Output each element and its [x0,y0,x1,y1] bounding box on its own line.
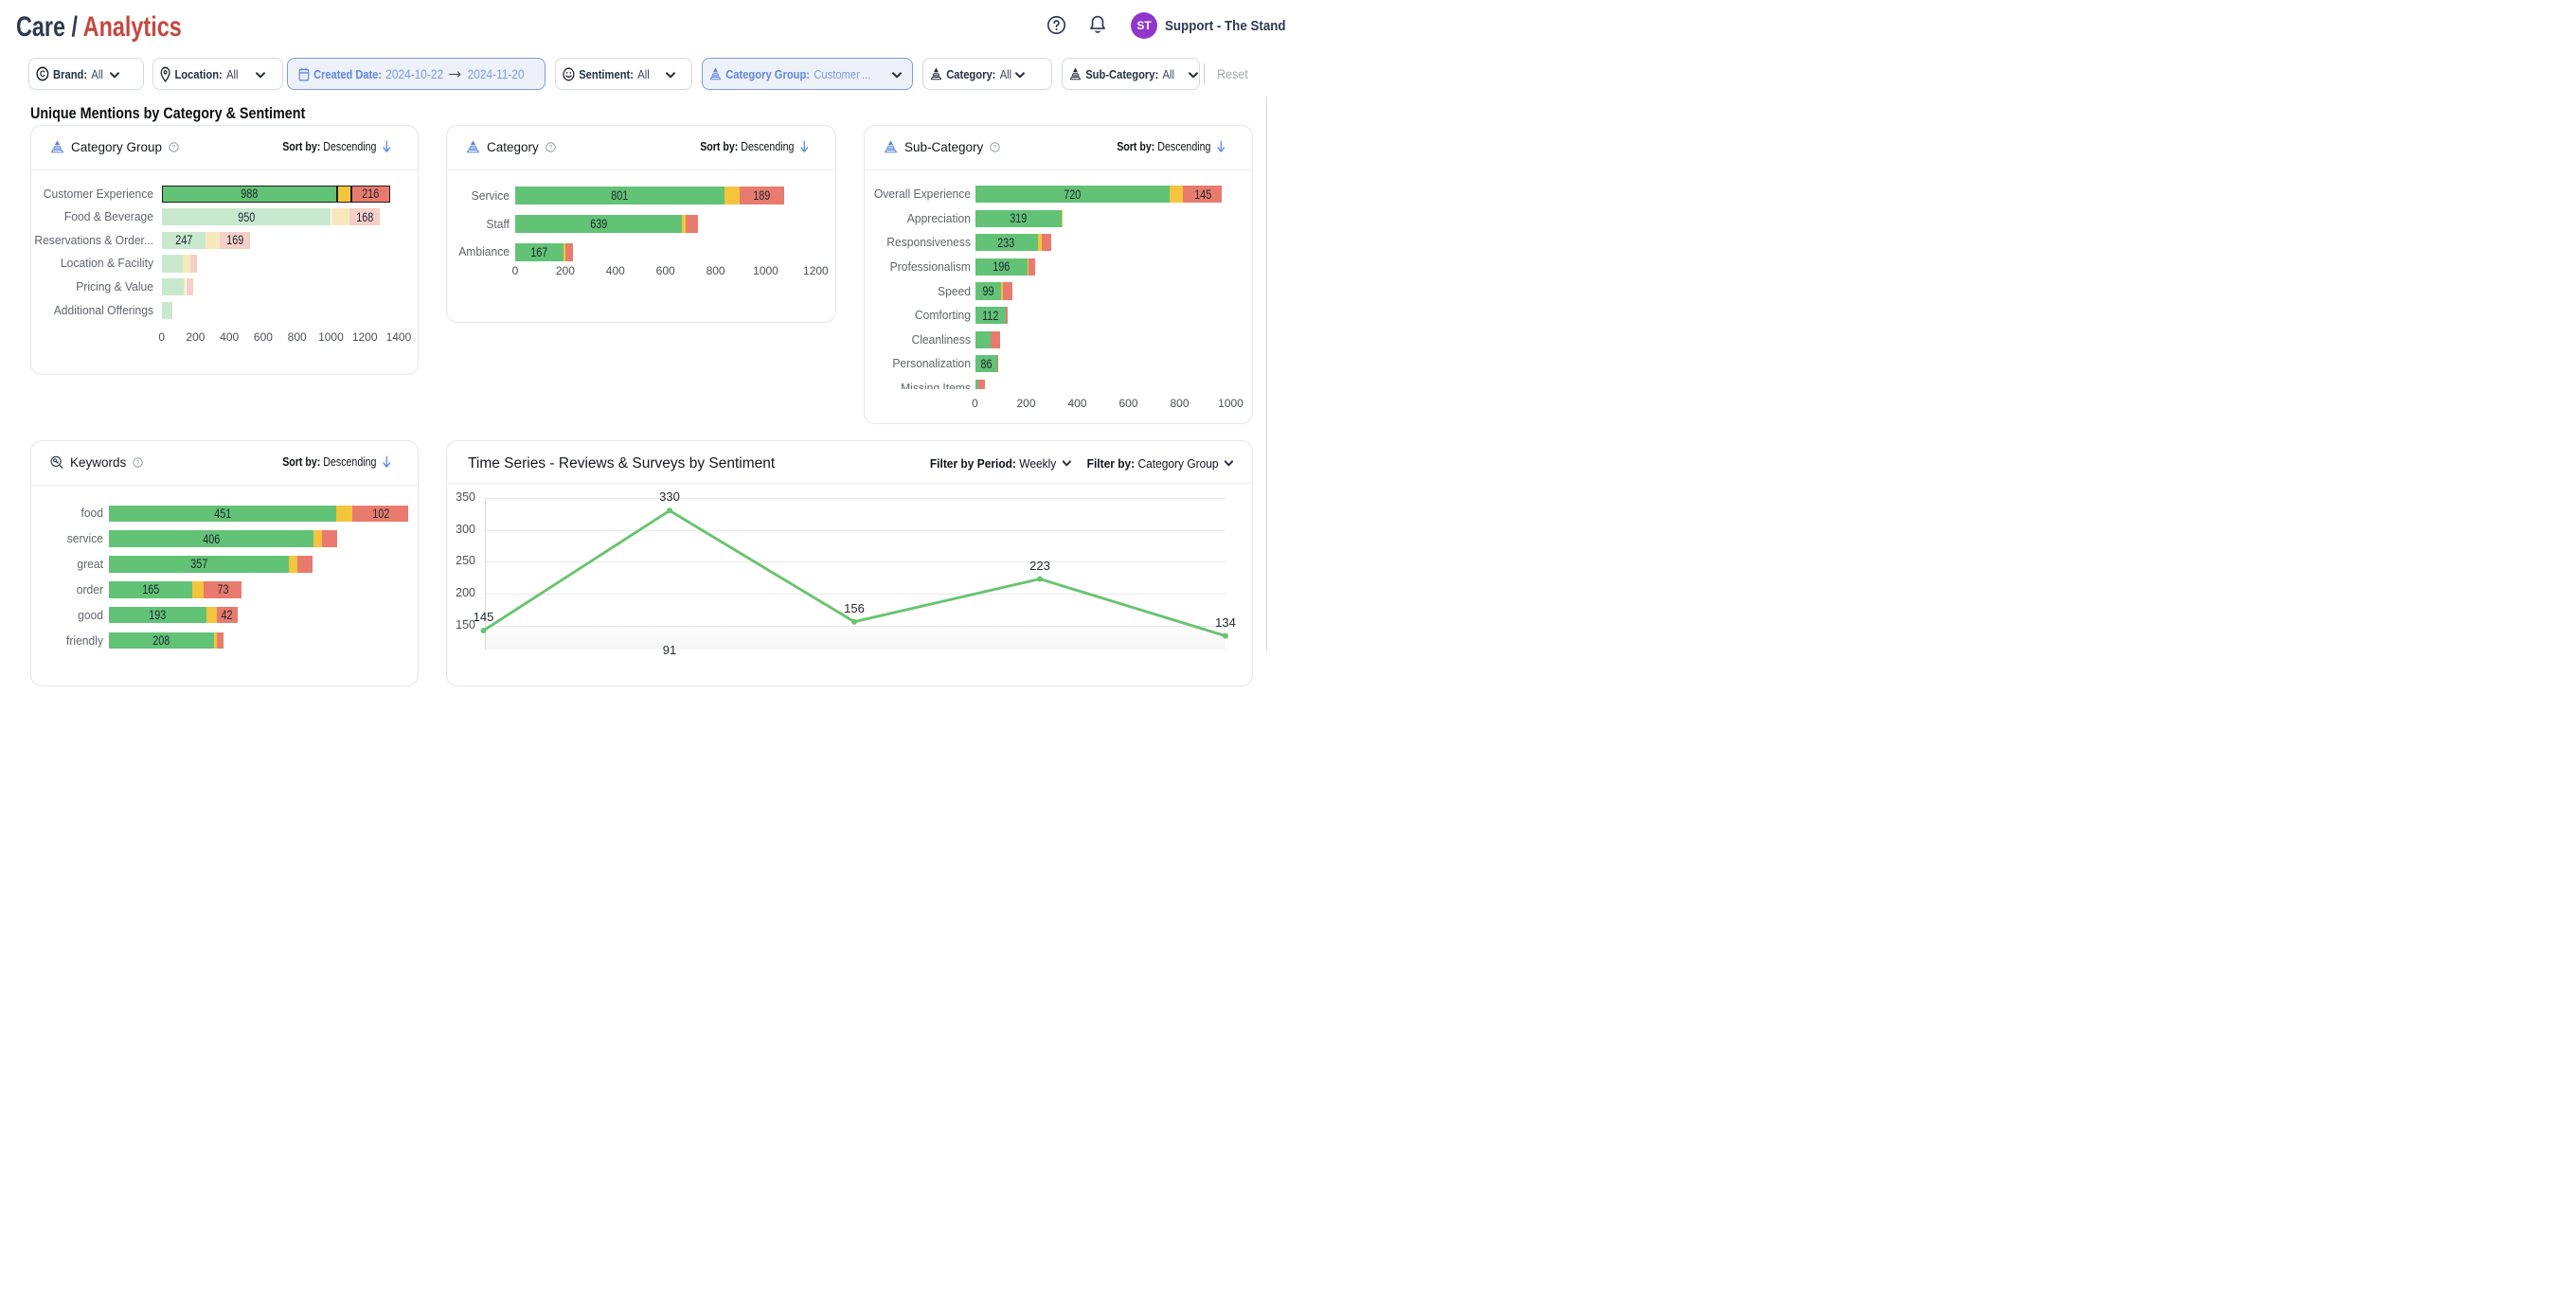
svg-text:?: ? [136,459,140,466]
svg-text:?: ? [993,144,997,151]
svg-text:C: C [40,69,45,80]
svg-text:?: ? [172,144,176,151]
svg-text:?: ? [549,144,553,151]
